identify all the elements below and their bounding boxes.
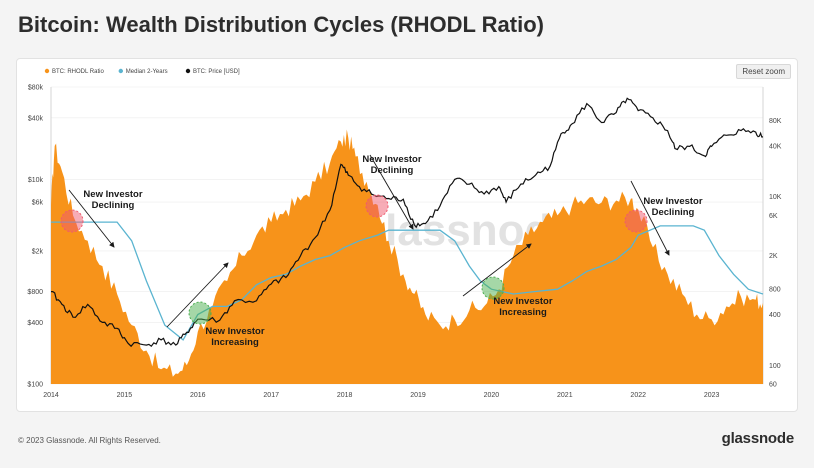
x-tick-label: 2019 bbox=[410, 392, 426, 399]
legend-swatch bbox=[44, 68, 50, 74]
x-tick-label: 2023 bbox=[704, 392, 720, 399]
legend-swatch bbox=[118, 68, 124, 74]
left-tick-label: $40k bbox=[28, 115, 44, 122]
legend-item: BTC: Price [USD] bbox=[193, 69, 240, 75]
right-tick-label: 6K bbox=[769, 213, 778, 220]
left-tick-label: $6k bbox=[32, 200, 44, 207]
x-axis-ticks: 2014 2015 2016 2017 2018 2019 2020 2021 2022 2023 bbox=[43, 392, 719, 399]
left-tick-label: $800 bbox=[27, 289, 43, 296]
rhodl-area[interactable] bbox=[51, 129, 763, 385]
x-tick-label: 2020 bbox=[484, 392, 500, 399]
trend-arrow bbox=[369, 154, 414, 230]
right-tick-label: 400 bbox=[769, 312, 781, 319]
annotation-label: New Investor Increasing bbox=[205, 326, 264, 348]
right-tick-label: 100 bbox=[769, 363, 781, 370]
right-tick-label: 2K bbox=[769, 253, 778, 260]
right-tick-label: 40K bbox=[769, 143, 782, 150]
phase-marker bbox=[365, 194, 389, 218]
x-tick-label: 2014 bbox=[43, 392, 59, 399]
reset-zoom-button[interactable]: Reset zoom bbox=[736, 64, 791, 79]
annotation-label: New Investor Declining bbox=[643, 196, 702, 218]
legend-item: Median 2-Years bbox=[126, 69, 168, 75]
left-tick-label: $100 bbox=[27, 382, 43, 389]
left-tick-label: $80k bbox=[28, 85, 44, 92]
price-line[interactable] bbox=[51, 97, 764, 348]
x-tick-label: 2022 bbox=[630, 392, 646, 399]
chart-panel: BTC: RHODL Ratio Median 2-Years BTC: Price… bbox=[16, 58, 798, 412]
chart-title: Bitcoin: Wealth Distribution Cycles (RHO… bbox=[18, 12, 544, 37]
x-tick-label: 2015 bbox=[117, 392, 133, 399]
trend-arrow bbox=[68, 189, 115, 248]
legend-item: BTC: RHODL Ratio bbox=[52, 69, 104, 75]
x-tick-label: 2017 bbox=[263, 392, 279, 399]
right-tick-label: 80K bbox=[769, 118, 782, 125]
left-tick-label: $2k bbox=[32, 248, 44, 255]
annotation-label: New Investor Increasing bbox=[493, 296, 552, 318]
annotation-label: New Investor Declining bbox=[362, 154, 421, 176]
annotation-label: New Investor Declining bbox=[83, 189, 142, 211]
median-line[interactable] bbox=[51, 221, 764, 341]
left-tick-label: $400 bbox=[27, 320, 43, 327]
right-tick-label: 800 bbox=[769, 287, 781, 294]
phase-marker bbox=[188, 301, 212, 325]
phase-marker bbox=[624, 209, 648, 233]
phase-marker bbox=[481, 276, 505, 300]
right-tick-label: 60 bbox=[769, 382, 777, 389]
right-tick-label: 10K bbox=[769, 194, 782, 201]
rhodl-chart: BTC: RHODL Ratio Median 2-Years BTC: Price… bbox=[27, 68, 782, 399]
trend-arrow bbox=[462, 243, 532, 297]
left-tick-label: $10k bbox=[28, 177, 44, 184]
legend-swatch bbox=[185, 68, 191, 74]
copyright: © 2023 Glassnode. All Rights Reserved. bbox=[18, 436, 161, 445]
left-axis-ticks: $80k $40k $10k $6k $2k $800 $400 $100 bbox=[27, 85, 43, 389]
right-axis-ticks: 80K 40K 10K 6K 2K 800 400 100 60 bbox=[769, 118, 782, 388]
trend-arrow bbox=[630, 180, 670, 256]
x-tick-label: 2018 bbox=[337, 392, 353, 399]
chart-legend: BTC: RHODL Ratio Median 2-Years BTC: Price… bbox=[44, 68, 240, 75]
annotations: New Investor Declining New Investor Increas… bbox=[60, 154, 703, 348]
x-tick-label: 2021 bbox=[557, 392, 573, 399]
x-tick-label: 2016 bbox=[190, 392, 206, 399]
glassnode-logo: glassnode bbox=[721, 430, 795, 447]
phase-marker bbox=[60, 209, 84, 233]
trend-arrow bbox=[166, 262, 229, 328]
